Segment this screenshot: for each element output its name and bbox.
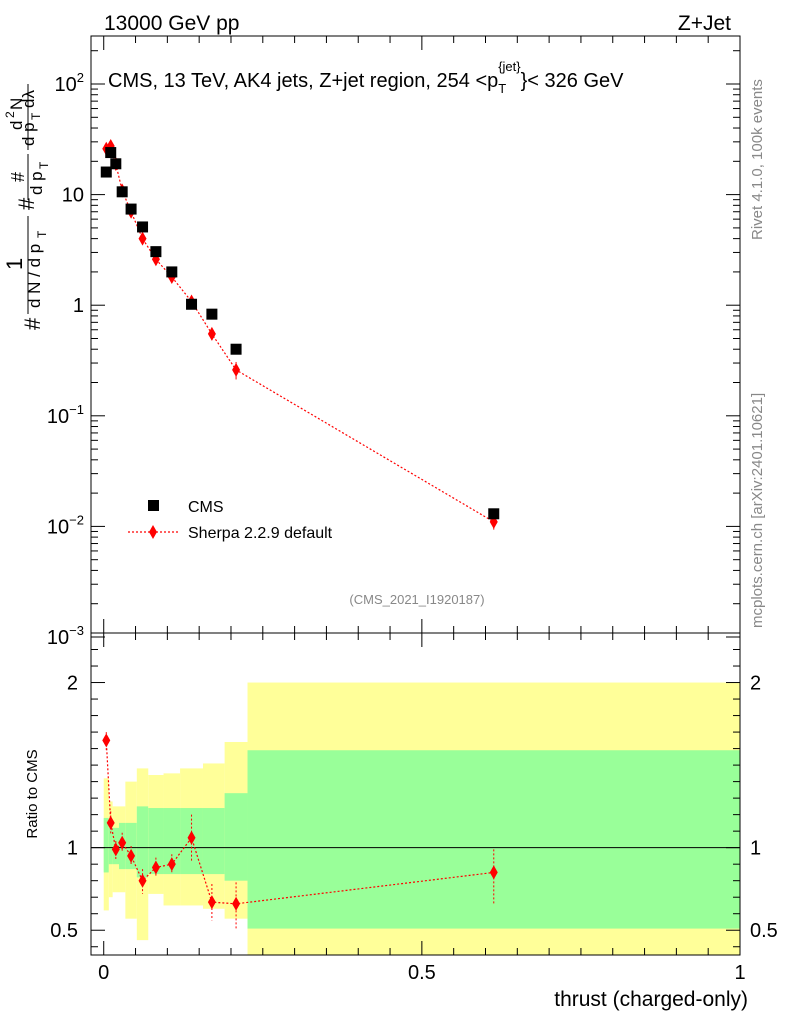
main-y-axis-label-one: 1 [2,258,27,270]
plot-title-sup: {jet} [498,59,521,74]
svg-text:#: # [8,172,28,182]
band-stat-6 [148,808,164,875]
x-axis-label: thrust (charged-only) [554,988,748,1011]
cms-point [125,203,137,215]
legend-cms-marker [148,500,159,511]
plot-title: CMS, 13 TeV, AK4 jets, Z+jet region, 254… [108,59,624,96]
main-ytick-label-4: 10 [62,185,84,207]
cms-point [100,166,112,178]
ratio-y-axis-label: Ratio to CMS [24,749,41,838]
sherpa-point [232,362,241,377]
ratio-ytick-label-right-2: 2 [750,673,761,695]
xtick-label-2: 1 [734,962,745,984]
mcplots-site: mcplots.cern.ch [arXiv:2401.10621] [749,393,766,628]
ratio-sherpa-point [167,857,176,872]
main-frame [90,35,741,634]
cms-point [137,221,149,233]
main-ytick-label-1: 10−2 [47,512,84,538]
ratio-y-ticks: 0.5 0.5 1 1 2 2 [50,649,778,948]
ratio-ytick-label-right-1: 1 [750,838,761,860]
ratio-ytick-label-right-0: 0.5 [750,920,778,942]
legend-cms-label: CMS [188,499,224,516]
xtick-label-0: 0 [98,962,109,984]
ratio-sherpa-point [127,848,136,863]
svg-text:#: # [14,197,39,210]
header-right: Z+Jet [678,12,731,35]
ratio-ytick-label-left-2: 2 [67,673,78,695]
band-stat-7 [163,808,181,875]
main-y-ticks: 10−3 10−2 10−1 1 10 102 [47,50,740,649]
ratio-sherpa-point [151,860,160,875]
svg-text:d: d [7,121,26,130]
ratio-sherpa-point [187,830,196,845]
cms-point [166,266,178,278]
main-ytick-label-0: 10−3 [47,623,84,649]
ratio-sherpa-point [232,896,241,911]
main-ytick-label-5: 102 [55,70,84,96]
plot-title-main: CMS, 13 TeV, AK4 jets, Z+jet region, 254… [108,70,498,92]
header-left: 13000 GeV pp [104,12,239,35]
sherpa-line [105,145,495,523]
ratio-sherpa-point [111,842,120,857]
analysis-id: (CMS_2021_I1920187) [349,592,484,607]
svg-text:T: T [37,161,51,169]
ratio-sherpa-point [489,865,498,880]
main-y-axis-label: # d N / d p T 1 # d p T # d p T dλ d 2 N [2,84,51,330]
svg-text:2: 2 [3,111,17,118]
band-stat-0 [103,817,109,873]
cms-point [116,186,128,198]
band-stat-9 [202,808,225,875]
main-panel: 10−3 10−2 10−1 1 10 102 [47,35,741,649]
ratio-sherpa-series [102,732,498,931]
cms-point [206,308,218,320]
band-stat-10 [224,793,248,881]
svg-text:d N / d p: d N / d p [25,244,44,308]
cms-point [230,343,242,355]
main-ytick-label-3: 1 [73,295,84,317]
ratio-sherpa-point [138,873,147,888]
xtick-label-1: 0.5 [408,962,436,984]
sherpa-point [207,326,216,341]
sherpa-series [102,139,498,530]
rivet-version: Rivet 4.1.0, 100k events [749,79,766,240]
svg-text:N: N [7,98,26,110]
cms-point [105,147,117,159]
band-stat-5 [136,806,149,878]
ratio-sherpa-point [102,733,111,748]
ratio-ytick-label-left-1: 1 [67,838,78,860]
svg-text:#: # [20,317,45,330]
legend-sherpa-label: Sherpa 2.2.9 default [188,525,333,542]
ratio-sherpa-point [106,815,115,830]
ratio-frame [90,632,741,956]
legend-sherpa-marker [149,525,157,539]
plot-title-sub: T [498,81,506,96]
band-stat-1 [108,827,113,865]
cms-point [488,508,500,520]
cms-series [100,147,500,520]
ratio-sherpa-point [118,835,127,850]
svg-text:T: T [29,112,43,120]
main-ytick-label-2: 10−1 [47,402,84,428]
ratio-sherpa-point [207,895,216,910]
main-x-ticks [103,36,741,633]
svg-text:d p: d p [27,171,46,195]
sherpa-point [138,231,147,246]
ratio-x-ticks: 0 0.5 1 [98,633,746,984]
svg-text:T: T [35,230,49,238]
plot-title-end: }< 326 GeV [521,70,625,92]
cms-point [110,158,122,170]
cms-point [150,246,162,258]
legend: CMS Sherpa 2.2.9 default [128,499,333,542]
cms-point [186,298,198,310]
ratio-panel: 0.5 0.51 12 2 0 0.5 1 [50,632,778,984]
ratio-ytick-label-left-0: 0.5 [50,920,78,942]
ratio-uncertainty-bands [103,682,740,955]
